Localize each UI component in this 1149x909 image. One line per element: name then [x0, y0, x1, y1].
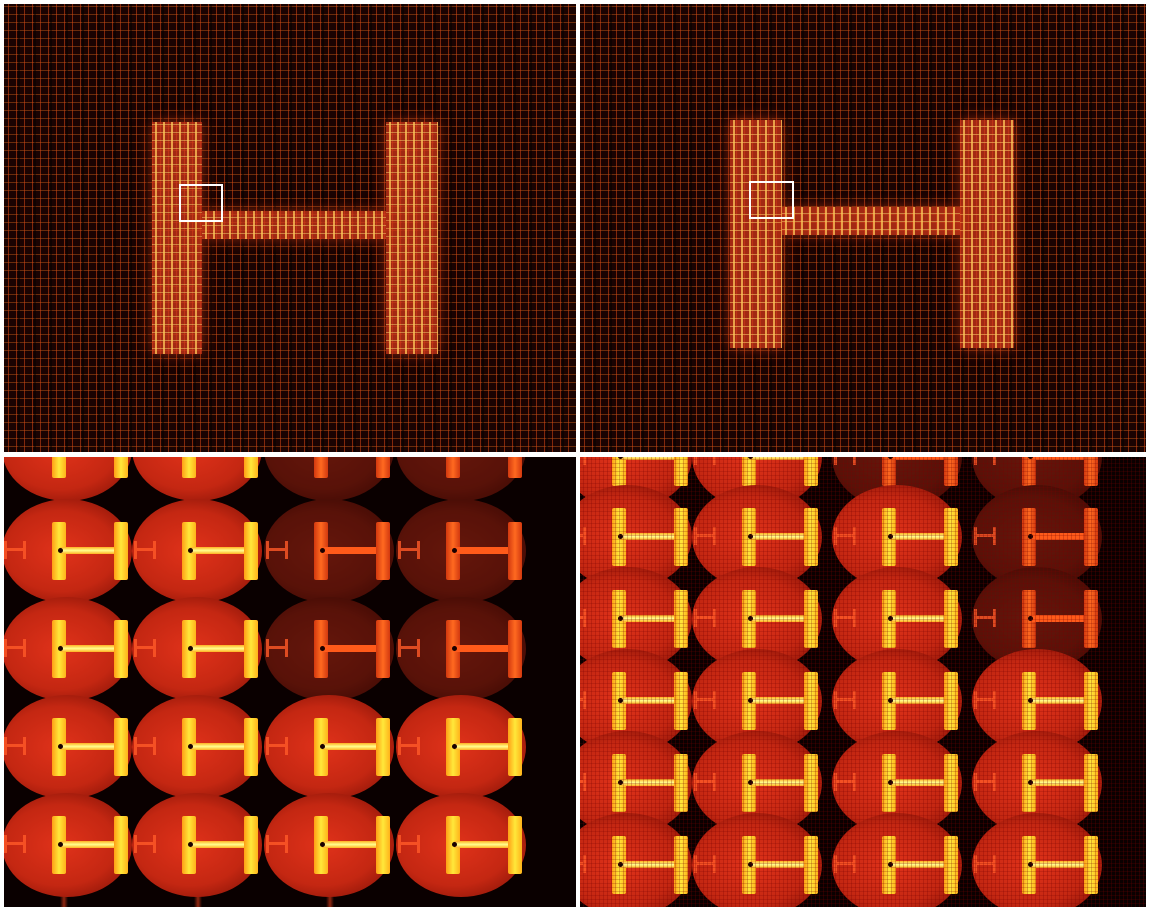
- elemental-image: [264, 499, 394, 603]
- h-left-post: [730, 120, 782, 348]
- elemental-image: [4, 793, 132, 897]
- elemental-image: [580, 813, 692, 907]
- elemental-image: [4, 499, 132, 603]
- elemental-image: [972, 649, 1102, 753]
- elemental-image: [132, 457, 262, 501]
- elemental-image: [132, 793, 262, 897]
- elemental-image: [132, 597, 262, 701]
- elemental-image: [4, 457, 132, 501]
- elemental-image: [264, 457, 394, 501]
- h-left-post: [152, 122, 202, 354]
- elemental-image: [264, 695, 394, 799]
- h-right-post: [960, 120, 1014, 348]
- elemental-image: [132, 695, 262, 799]
- bottom-left-elemental-images: [4, 457, 576, 907]
- elemental-image: [4, 695, 132, 799]
- elemental-image: [396, 695, 526, 799]
- elemental-image: [264, 597, 394, 701]
- elemental-image: [4, 597, 132, 701]
- elemental-image: [832, 813, 962, 907]
- elemental-image: [132, 499, 262, 603]
- top-right-lenslet-image: [580, 4, 1146, 452]
- h-crossbar: [202, 211, 386, 239]
- elemental-image: [396, 597, 526, 701]
- zoom-region-box: [179, 184, 223, 222]
- bottom-right-elemental-images: [580, 457, 1146, 907]
- elemental-image: [264, 793, 394, 897]
- elemental-image: [692, 813, 822, 907]
- h-right-post: [386, 122, 438, 354]
- elemental-image: [396, 499, 526, 603]
- elemental-image: [692, 649, 822, 753]
- top-left-lenslet-image: [4, 4, 576, 452]
- elemental-image: [396, 457, 526, 501]
- elemental-image: [396, 793, 526, 897]
- zoom-region-box: [749, 181, 794, 219]
- elemental-image: [972, 813, 1102, 907]
- h-crossbar: [782, 207, 960, 235]
